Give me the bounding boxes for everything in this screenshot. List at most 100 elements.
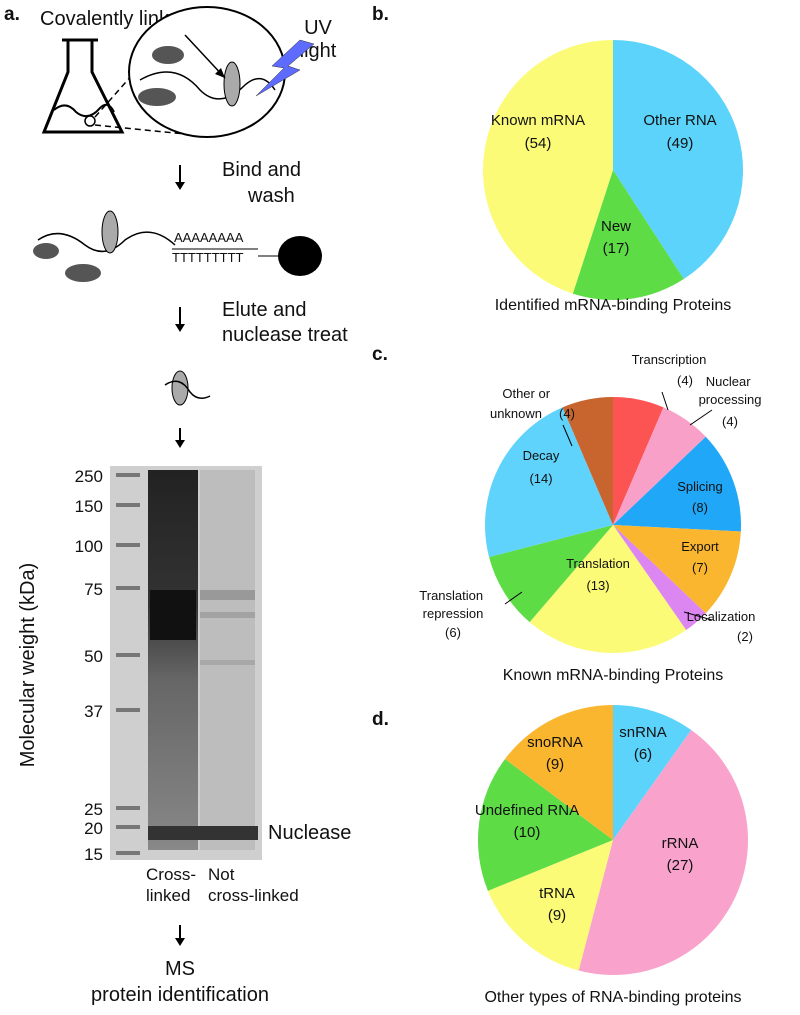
axis-title: Molecular weight (kDa) <box>17 563 39 768</box>
value-label: (9) <box>548 907 566 924</box>
value-label: (4) <box>559 406 575 421</box>
protein-bound <box>101 210 119 254</box>
slice-label: Export <box>681 539 719 554</box>
value-label: (4) <box>677 373 693 388</box>
ladder-band <box>116 503 140 507</box>
value-label: (7) <box>692 560 708 575</box>
pie-slice <box>572 170 684 300</box>
protein <box>33 243 59 259</box>
protein <box>138 88 176 106</box>
chart-title: Identified mRNA-binding Proteins <box>495 297 732 314</box>
lane-label: Not <box>208 865 235 884</box>
ladder-band <box>116 653 140 657</box>
pie-slice <box>613 407 706 525</box>
mw-label: 250 <box>75 467 103 486</box>
pie-slice <box>505 705 613 840</box>
slice-label: Other or unknown <box>490 386 554 421</box>
poly-a: AAAAAAAA <box>174 230 244 245</box>
value-label: (9) <box>546 756 564 773</box>
value-label: (6) <box>445 625 461 640</box>
slice-label: Undefined RNA <box>475 802 579 819</box>
slice-label: rRNA <box>662 835 699 852</box>
pie-slice <box>613 705 692 840</box>
value-label: (8) <box>692 500 708 515</box>
panel-a: a. Covalently linked UV light Bind and w… <box>4 4 351 1006</box>
panel-label: b. <box>372 4 389 25</box>
mw-label: 50 <box>84 647 103 666</box>
pie-slice <box>578 729 748 975</box>
pie-panels: Other RNA (49) New (17) Known mRNA (54) Identi… <box>372 4 761 1006</box>
value-label: (54) <box>525 135 552 152</box>
value-label: (17) <box>603 240 630 257</box>
slice-label: snRNA <box>619 724 667 741</box>
pie-slice <box>482 40 613 294</box>
slice-label: Known mRNA <box>491 112 585 129</box>
panel-label: a. <box>4 4 20 25</box>
mw-label: 75 <box>84 580 103 599</box>
ladder-band <box>116 851 140 855</box>
gel-band <box>200 660 255 665</box>
label: MS <box>165 958 195 980</box>
ladder-band <box>116 825 140 829</box>
mw-label: 150 <box>75 497 103 516</box>
mw-label: 37 <box>84 702 103 721</box>
gel-band <box>200 590 255 600</box>
step-label: wash <box>247 185 295 207</box>
value-label: (49) <box>667 135 694 152</box>
value-label: (13) <box>586 578 609 593</box>
gel-band <box>200 612 255 618</box>
slice-label: Decay <box>523 448 560 463</box>
pie-slice <box>487 840 613 971</box>
chart-title: Other types of RNA-binding proteins <box>484 989 741 1006</box>
slice-label: Other RNA <box>643 112 716 129</box>
value-label: (2) <box>737 629 753 644</box>
slice-label: Translation repression <box>419 588 486 621</box>
pie-slice <box>613 39 743 280</box>
cell <box>128 6 286 138</box>
value-label: (6) <box>634 746 652 763</box>
arrowhead <box>175 440 185 448</box>
pie-slice <box>489 525 613 623</box>
pie-slice <box>613 436 741 532</box>
mw-label: 25 <box>84 800 103 819</box>
ladder <box>116 473 140 855</box>
ladder-band <box>116 586 140 590</box>
gel-lane <box>148 470 198 850</box>
rna <box>139 71 276 100</box>
slice-label: New <box>601 218 631 235</box>
pie-slice <box>613 525 741 614</box>
value-label: (14) <box>529 471 552 486</box>
protein <box>65 264 101 282</box>
value-label: (27) <box>667 857 694 874</box>
lane-label: Cross- <box>146 865 196 884</box>
protein <box>152 46 184 64</box>
step-label: Elute and <box>222 299 307 321</box>
value-label: (4) <box>722 414 738 429</box>
rna <box>37 231 176 253</box>
gel-band <box>150 590 196 640</box>
pie-slice <box>485 407 613 558</box>
mw-label: 20 <box>84 819 103 838</box>
pie-slice <box>529 525 687 653</box>
slice-label: tRNA <box>539 885 575 902</box>
label: UV <box>304 17 332 39</box>
protein-bound <box>223 61 241 107</box>
gel-band <box>148 826 258 840</box>
ladder-band <box>116 543 140 547</box>
mw-label: 15 <box>84 845 103 864</box>
leader-line <box>689 409 713 426</box>
ladder-band <box>116 708 140 712</box>
pie-slice <box>477 758 613 891</box>
label: Nuclease <box>268 822 351 844</box>
step-label: Bind and <box>222 159 301 181</box>
leader-line <box>504 591 523 605</box>
slice-label: Localization <box>687 609 756 624</box>
mw-label: 100 <box>75 537 103 556</box>
ladder-band <box>116 806 140 810</box>
ladder-band <box>116 473 140 477</box>
poly-t: TTTTTTTTT <box>172 250 244 265</box>
rna <box>164 380 211 399</box>
label: protein identification <box>91 984 269 1006</box>
panel-label: d. <box>372 709 389 730</box>
